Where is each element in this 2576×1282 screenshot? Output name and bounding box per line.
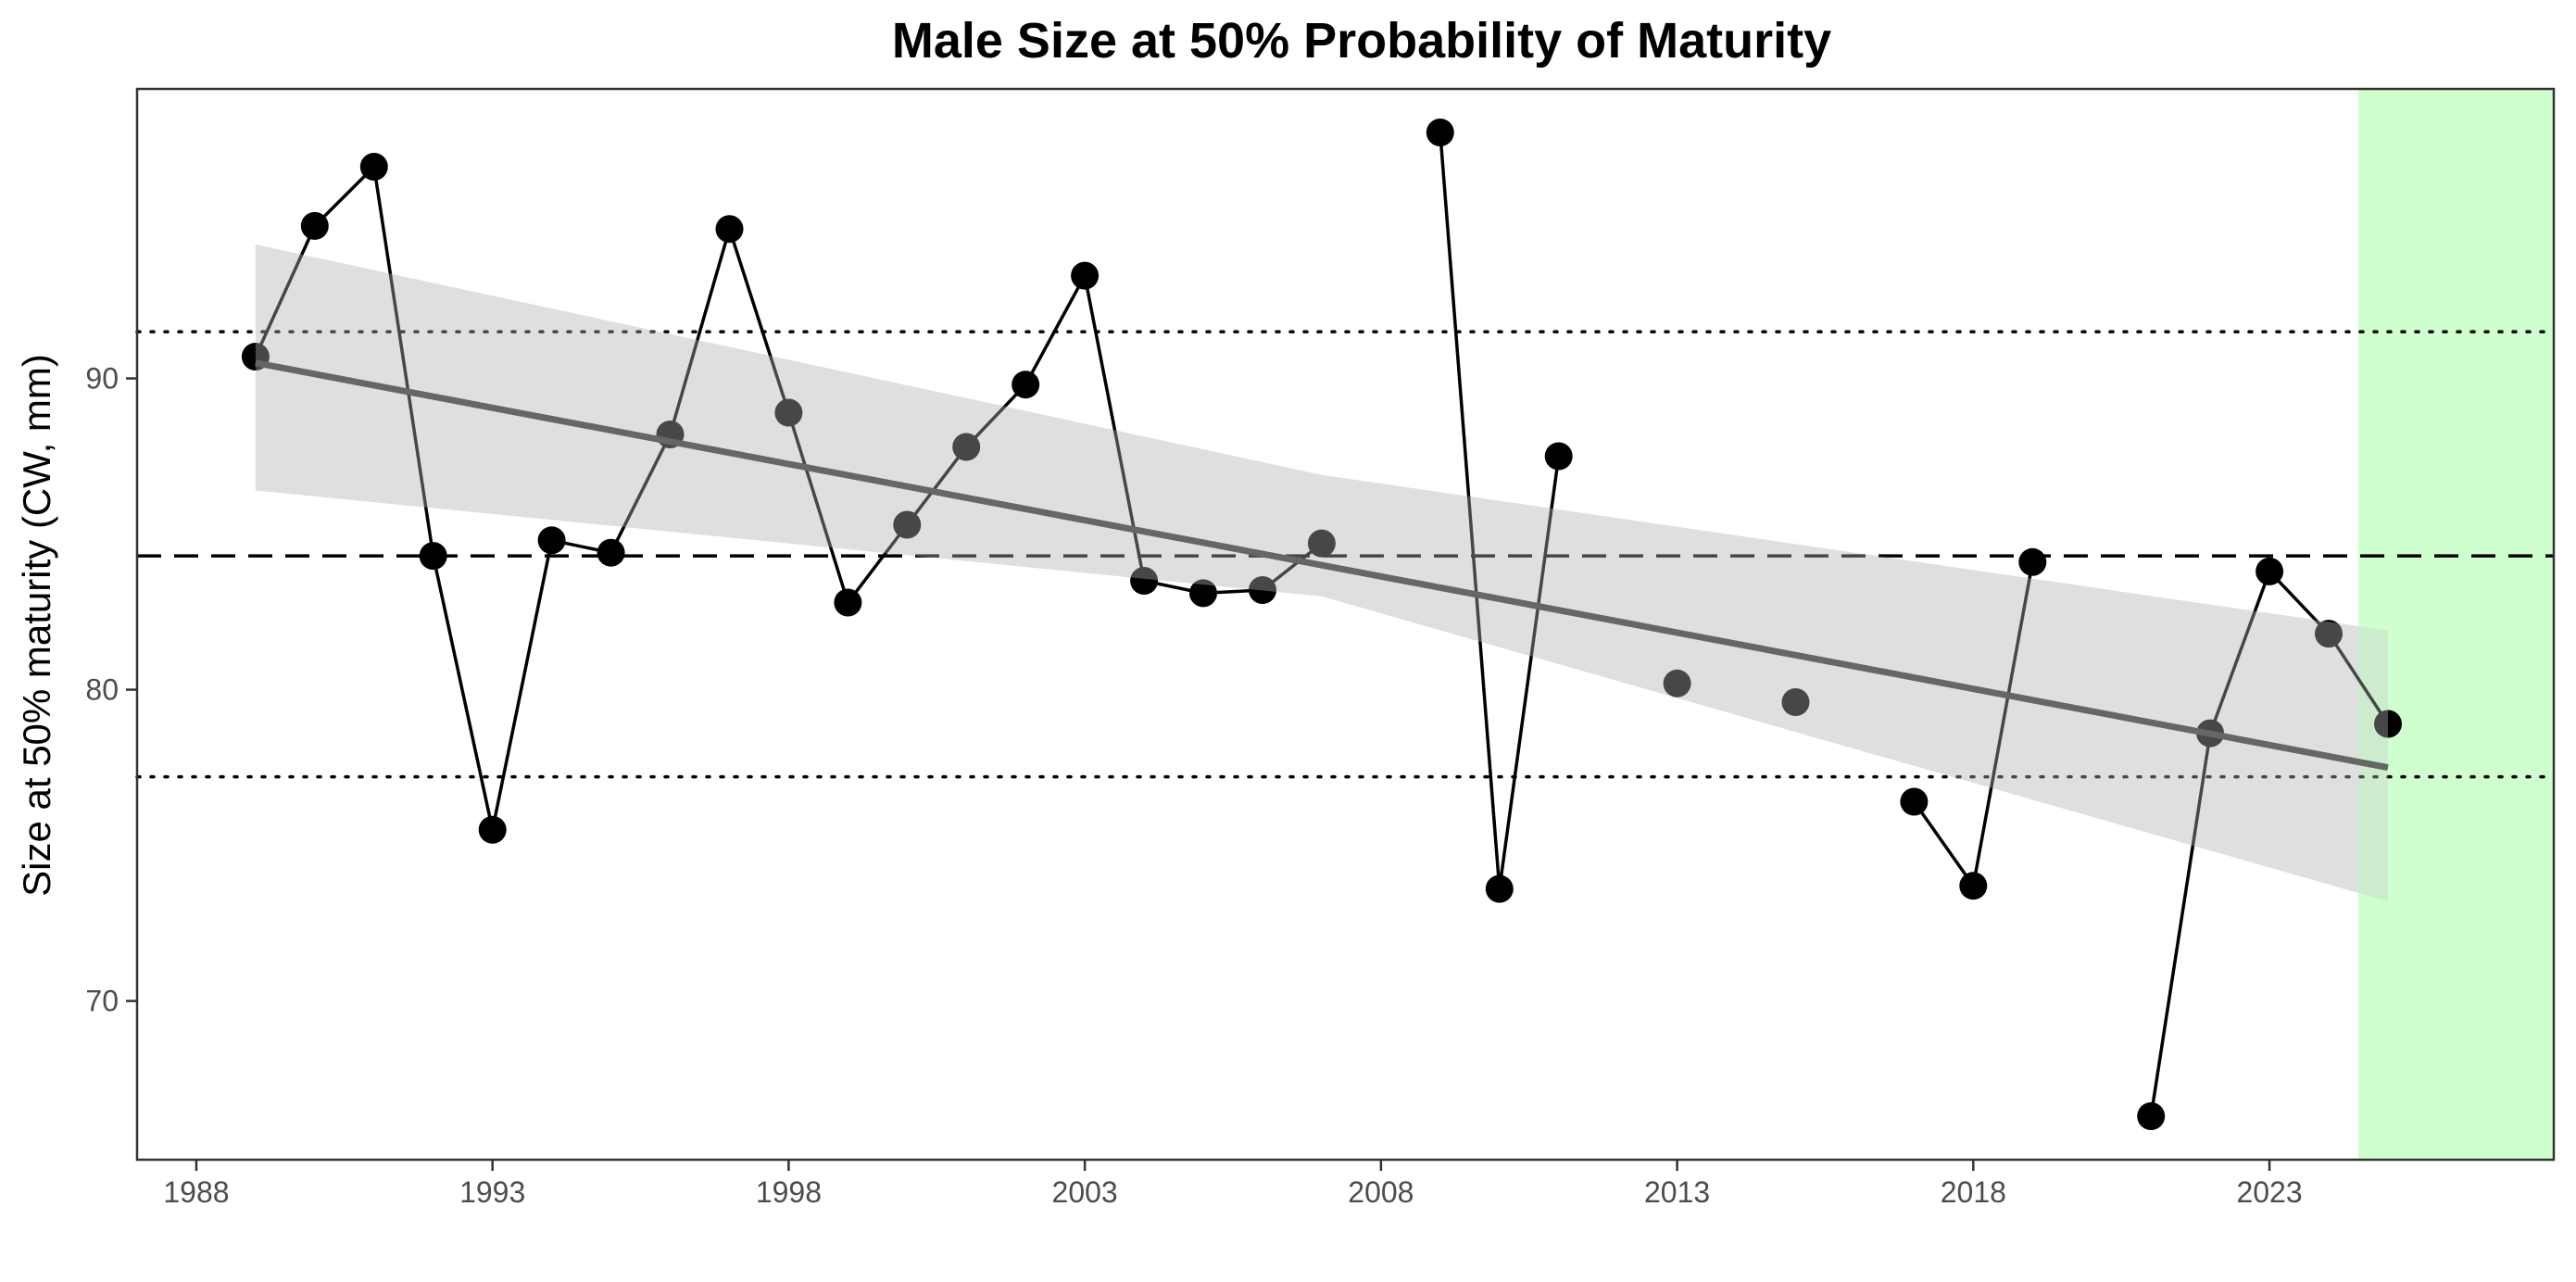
data-point xyxy=(1485,874,1514,903)
data-point xyxy=(952,433,981,461)
y-tick-label: 80 xyxy=(85,673,119,707)
plot-area: 1988 1993 1998 2003 2008 2013 2018 2023 70 80 90 xyxy=(85,87,2556,1209)
y-axis-label: Size at 50% maturity (CW, mm) xyxy=(15,354,58,897)
panel-border xyxy=(135,87,2556,1162)
data-point xyxy=(2137,1102,2166,1130)
data-point xyxy=(419,542,447,571)
data-point xyxy=(1012,371,1040,399)
chart-title: Male Size at 50% Probability of Maturity xyxy=(892,13,1831,69)
data-point xyxy=(2018,547,2047,576)
x-tick-label: 2023 xyxy=(2236,1175,2302,1209)
data-point xyxy=(834,588,862,617)
data-point xyxy=(1781,688,1810,716)
highlight-region xyxy=(2357,89,2554,1160)
x-tick-label: 2003 xyxy=(1052,1175,1118,1209)
y-tick-label: 70 xyxy=(85,985,119,1018)
data-point xyxy=(597,538,625,567)
x-tick-label: 1998 xyxy=(756,1175,822,1209)
data-point xyxy=(774,398,803,427)
x-tick-label: 2013 xyxy=(1644,1175,1710,1209)
y-tick-label: 90 xyxy=(85,362,119,396)
data-point xyxy=(2256,557,2284,585)
data-point xyxy=(1959,872,1988,900)
data-point xyxy=(359,153,388,181)
x-tick-label: 2008 xyxy=(1348,1175,1414,1209)
data-point xyxy=(300,211,329,240)
data-point xyxy=(1307,529,1336,558)
confidence-band-overlay xyxy=(255,245,2389,902)
data-point xyxy=(478,815,507,844)
data-point xyxy=(1663,669,1691,698)
x-tick-label: 1993 xyxy=(459,1175,525,1209)
data-point xyxy=(537,526,566,555)
data-point xyxy=(2315,620,2343,648)
data-point xyxy=(1426,119,1454,146)
data-point xyxy=(1249,576,1276,604)
data-point xyxy=(893,510,922,539)
x-tick-label: 1988 xyxy=(163,1175,229,1209)
trend-line xyxy=(255,359,2389,772)
data-point xyxy=(715,215,744,244)
data-point xyxy=(1544,442,1573,471)
data-point xyxy=(1189,579,1217,608)
x-tick-label: 2018 xyxy=(1941,1175,2006,1209)
data-point xyxy=(2374,710,2402,738)
data-point xyxy=(1130,567,1159,595)
data-point xyxy=(1900,787,1929,816)
data-point xyxy=(1071,261,1100,290)
